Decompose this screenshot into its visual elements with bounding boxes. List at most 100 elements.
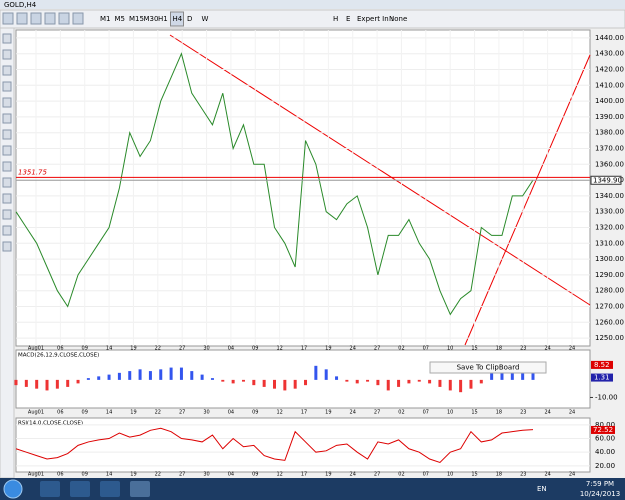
rsi-value-box <box>591 425 615 434</box>
clock-time: 7:59 PM <box>586 480 614 488</box>
y-tick-label: 1410.00 <box>595 81 624 89</box>
timeframe-button[interactable]: M1 <box>100 15 111 23</box>
date-label: 24 <box>350 410 356 416</box>
macd-panel <box>15 349 591 409</box>
taskbar-icon[interactable] <box>40 481 60 497</box>
date-label: 19 <box>130 472 136 478</box>
y-tick-label: 20.00 <box>595 462 615 470</box>
side-tool-icon[interactable] <box>2 145 12 156</box>
side-tool-icon[interactable] <box>2 177 12 188</box>
side-tool-icon[interactable] <box>2 113 12 124</box>
date-label: 04 <box>228 472 234 478</box>
toolbar-icon[interactable] <box>30 12 42 25</box>
y-tick-label: 1250.00 <box>595 334 624 342</box>
date-label: 24 <box>544 346 550 352</box>
date-label: 27 <box>179 346 185 352</box>
rsi-line <box>15 427 534 464</box>
macd-value-box <box>591 360 613 369</box>
date-label: 22 <box>155 472 161 478</box>
timeframe-button[interactable]: H4 <box>173 15 183 23</box>
level-label: 1351.75 <box>18 168 47 176</box>
side-tool-icon[interactable] <box>2 65 12 76</box>
timeframe-button[interactable]: M15 <box>129 15 144 23</box>
toolbar-icon[interactable] <box>58 12 70 25</box>
side-tool-icon[interactable] <box>2 209 12 220</box>
rsi-title: RSI(14,0,CLOSE,CLOSE) <box>18 421 83 427</box>
side-tool-icon[interactable] <box>2 129 12 140</box>
date-label: 30 <box>203 472 209 478</box>
toolbar-icon[interactable] <box>72 12 84 25</box>
date-label: 17 <box>301 346 307 352</box>
date-label: 24 <box>569 346 575 352</box>
tool-button[interactable]: E <box>346 15 350 23</box>
date-label: Aug01 <box>28 472 44 478</box>
side-tool-icon[interactable] <box>2 241 12 252</box>
date-label: 18 <box>496 346 502 352</box>
date-label: 15 <box>471 410 477 416</box>
toolbar-icon[interactable] <box>2 12 14 25</box>
date-label: 07 <box>423 410 429 416</box>
trend-line <box>169 34 591 306</box>
date-label: 06 <box>57 472 63 478</box>
date-label: 30 <box>203 346 209 352</box>
side-tool-icon[interactable] <box>2 225 12 236</box>
timeframe-button[interactable]: M30 <box>144 15 159 23</box>
price-line <box>15 52 534 316</box>
date-label: 06 <box>57 346 63 352</box>
clock-date: 10/24/2013 <box>580 490 620 498</box>
date-label: 09 <box>252 410 258 416</box>
tool-button[interactable]: H <box>333 15 338 23</box>
timeframe-button[interactable]: D <box>187 15 192 23</box>
rsi-value-label: 72.52 <box>593 426 613 434</box>
side-tool-icon[interactable] <box>2 33 12 44</box>
side-tool-icon[interactable] <box>2 49 12 60</box>
active-button <box>170 11 184 27</box>
y-tick-label: 1440.00 <box>595 34 624 42</box>
date-label: 24 <box>544 472 550 478</box>
language: EN <box>537 485 547 493</box>
macd-title: MACD(26,12,9,CLOSE,CLOSE) <box>18 353 99 359</box>
y-tick-label: 1280.00 <box>595 287 624 295</box>
date-label: 23 <box>520 346 526 352</box>
window-title: GOLD,H4 <box>4 1 37 9</box>
date-label: 06 <box>57 410 63 416</box>
date-label: Aug01 <box>28 410 44 416</box>
date-label: 22 <box>155 346 161 352</box>
y-tick-label: 40.00 <box>595 448 615 456</box>
taskbar-icon[interactable] <box>130 481 150 497</box>
clipboard-button[interactable] <box>429 361 547 374</box>
date-label: 15 <box>471 472 477 478</box>
toolbar-icon[interactable] <box>44 12 56 25</box>
taskbar-icon[interactable] <box>70 481 90 497</box>
rsi-panel <box>15 417 591 473</box>
date-label: 04 <box>228 410 234 416</box>
start-button[interactable] <box>3 479 23 499</box>
date-label: 09 <box>252 346 258 352</box>
side-tool-icon[interactable] <box>2 161 12 172</box>
date-label: 14 <box>106 346 112 352</box>
y-tick-label: 1380.00 <box>595 129 624 137</box>
date-label: 17 <box>301 410 307 416</box>
side-tool-icon[interactable] <box>2 81 12 92</box>
date-label: 19 <box>325 410 331 416</box>
taskbar-icon[interactable] <box>100 481 120 497</box>
date-label: 17 <box>301 472 307 478</box>
expert-value: None <box>389 15 407 23</box>
date-label: 22 <box>155 410 161 416</box>
side-tool-icon[interactable] <box>2 97 12 108</box>
timeframe-button[interactable]: M5 <box>115 15 126 23</box>
macd-value-label: 8.52 <box>594 361 610 369</box>
y-tick-label: 1420.00 <box>595 66 624 74</box>
y-tick-label: 1270.00 <box>595 303 624 311</box>
macd-value-box <box>591 373 613 382</box>
date-label: 27 <box>374 472 380 478</box>
clipboard-button-label[interactable]: Save To ClipBoard <box>457 364 520 372</box>
timeframe-button[interactable]: H1 <box>158 15 168 23</box>
y-tick-label: 60.00 <box>595 435 615 443</box>
side-tool-icon[interactable] <box>2 193 12 204</box>
date-label: 12 <box>276 410 282 416</box>
timeframe-button[interactable]: W <box>202 15 209 23</box>
date-label: 24 <box>544 410 550 416</box>
toolbar-icon[interactable] <box>16 12 28 25</box>
